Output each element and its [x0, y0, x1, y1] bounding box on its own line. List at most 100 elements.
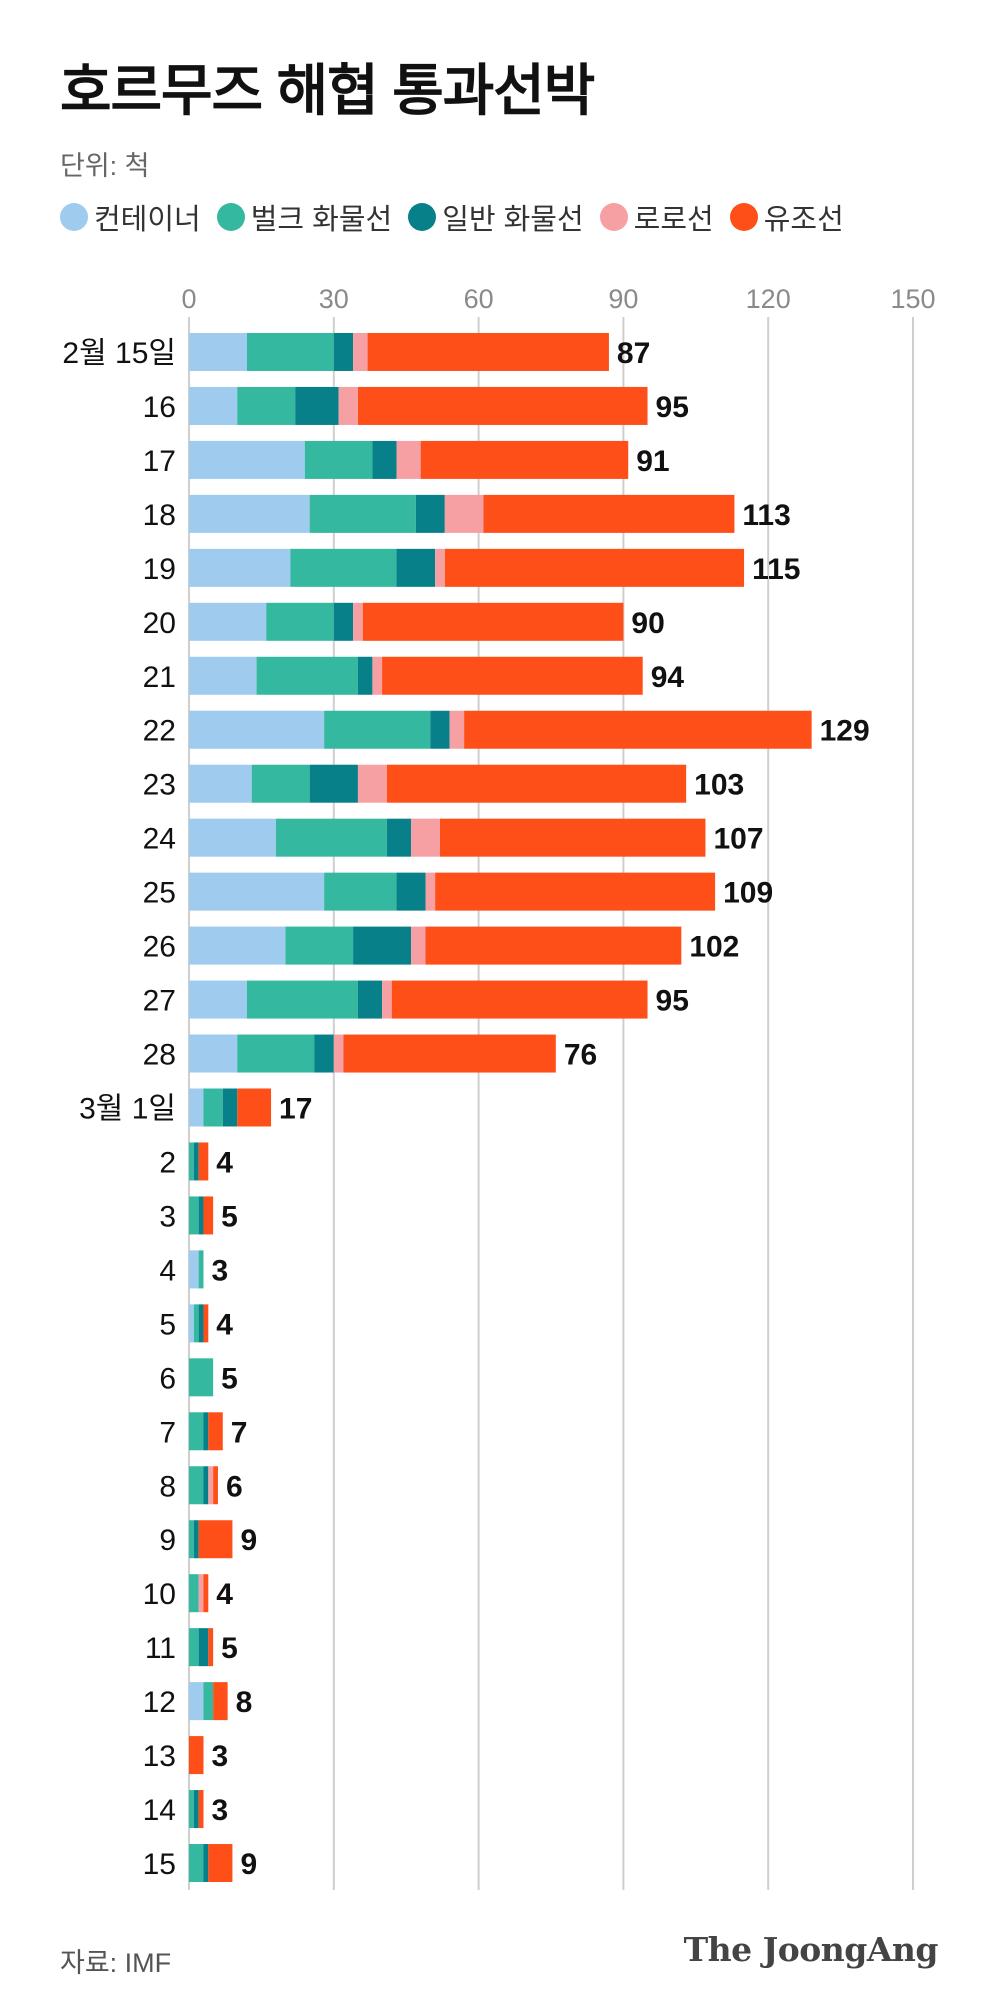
total-label: 107 — [713, 823, 763, 856]
x-tick-label: 0 — [181, 284, 196, 314]
category-label: 13 — [143, 1740, 176, 1773]
legend-swatch-icon — [60, 203, 88, 231]
bar-segment — [439, 818, 706, 857]
bar-segment — [203, 1466, 209, 1505]
bar-segment — [333, 602, 354, 641]
bar-segment — [430, 710, 450, 749]
bar-segment — [203, 1682, 214, 1721]
bar-segment — [198, 1250, 204, 1289]
total-label: 90 — [631, 607, 664, 640]
category-label: 2월 15일 — [62, 337, 176, 370]
bar-segment — [189, 548, 291, 587]
category-label: 24 — [143, 823, 176, 856]
legend-item-container: 컨테이너 — [60, 196, 201, 238]
category-label: 8 — [159, 1470, 176, 1503]
total-label: 102 — [689, 931, 739, 964]
bar-segment — [435, 548, 445, 587]
bar-segment — [198, 1520, 233, 1559]
category-label: 28 — [143, 1039, 176, 1072]
category-label: 17 — [143, 445, 176, 478]
category-label: 9 — [159, 1524, 176, 1557]
legend-label: 컨테이너 — [94, 204, 201, 236]
bar-segment — [372, 656, 383, 695]
bar-segment — [444, 548, 745, 587]
bar-segment — [304, 440, 373, 479]
bar-segment — [189, 764, 252, 803]
legend: 컨테이너 벌크 화물선 일반 화물선 로로선 유조선 — [60, 196, 860, 238]
bar-segment — [353, 602, 363, 641]
category-label: 4 — [159, 1254, 176, 1287]
category-label: 10 — [143, 1578, 176, 1611]
category-label: 7 — [159, 1416, 176, 1449]
bar-segment — [189, 1520, 194, 1559]
category-label: 12 — [143, 1686, 176, 1719]
total-label: 95 — [656, 985, 689, 1018]
bar-segment — [367, 332, 609, 371]
bar-segment — [208, 1466, 214, 1505]
bar-segment — [382, 980, 392, 1019]
total-label: 3 — [211, 1794, 228, 1827]
category-label: 5 — [159, 1308, 176, 1341]
total-label: 87 — [617, 337, 650, 370]
x-tick-label: 120 — [746, 284, 791, 314]
total-label: 115 — [752, 553, 800, 586]
bar-segment — [338, 386, 358, 425]
total-label: 17 — [279, 1093, 312, 1126]
bar-segment — [189, 386, 238, 425]
bar-segment — [237, 1034, 315, 1073]
bar-segment — [189, 1358, 214, 1397]
bar-segment — [189, 440, 305, 479]
total-label: 94 — [651, 661, 685, 694]
total-label: 8 — [236, 1686, 253, 1719]
bar-segment — [189, 1034, 238, 1073]
category-label: 3월 1일 — [79, 1093, 176, 1126]
bar-segment — [203, 1412, 209, 1451]
legend-item-tanker: 유조선 — [729, 196, 844, 238]
total-label: 95 — [656, 391, 689, 424]
legend-swatch-icon — [216, 203, 245, 231]
bar-segment — [189, 872, 325, 911]
bar-segment — [353, 926, 412, 965]
bar-segment — [324, 872, 397, 911]
bar-segment — [222, 1088, 238, 1127]
x-tick-label: 30 — [319, 284, 349, 314]
category-label: 15 — [143, 1848, 176, 1881]
total-label: 113 — [742, 499, 790, 532]
legend-label: 벌크 화물선 — [250, 204, 393, 236]
bar-segment — [198, 1790, 204, 1829]
bar-segment — [357, 386, 648, 425]
total-label: 6 — [226, 1470, 243, 1503]
bar-segment — [411, 818, 440, 857]
bar-segment — [343, 1034, 556, 1073]
bar-segment — [382, 656, 643, 695]
bar-segment — [198, 1142, 209, 1181]
x-tick-label: 60 — [464, 284, 494, 314]
bar-segment — [189, 926, 286, 965]
bar-segment — [464, 710, 812, 749]
total-label: 9 — [240, 1524, 257, 1557]
bar-segment — [213, 1682, 228, 1721]
category-label: 16 — [143, 391, 176, 424]
total-label: 129 — [820, 715, 870, 748]
unit-label: 단위: 척 — [60, 151, 150, 181]
category-label: 19 — [143, 553, 176, 586]
bar-segment — [275, 818, 387, 857]
bar-segment — [391, 980, 648, 1019]
bar-segment — [193, 1790, 199, 1829]
bar-segment — [198, 1304, 204, 1343]
category-label: 20 — [143, 607, 176, 640]
bar-segment — [362, 602, 624, 641]
bar-segment — [372, 440, 397, 479]
bar-segment — [189, 1466, 204, 1505]
category-label: 14 — [143, 1794, 176, 1827]
bar-segment — [333, 332, 354, 371]
total-label: 4 — [216, 1578, 233, 1611]
bar-segment — [237, 1088, 272, 1127]
bar-segment — [266, 602, 334, 641]
bar-segment — [411, 926, 426, 965]
bar-segment — [203, 1196, 214, 1235]
brand-logo: The JoongAng — [683, 1930, 939, 1969]
bar-segment — [189, 1844, 204, 1883]
category-label: 3 — [159, 1200, 176, 1233]
bar-segment — [435, 872, 716, 911]
